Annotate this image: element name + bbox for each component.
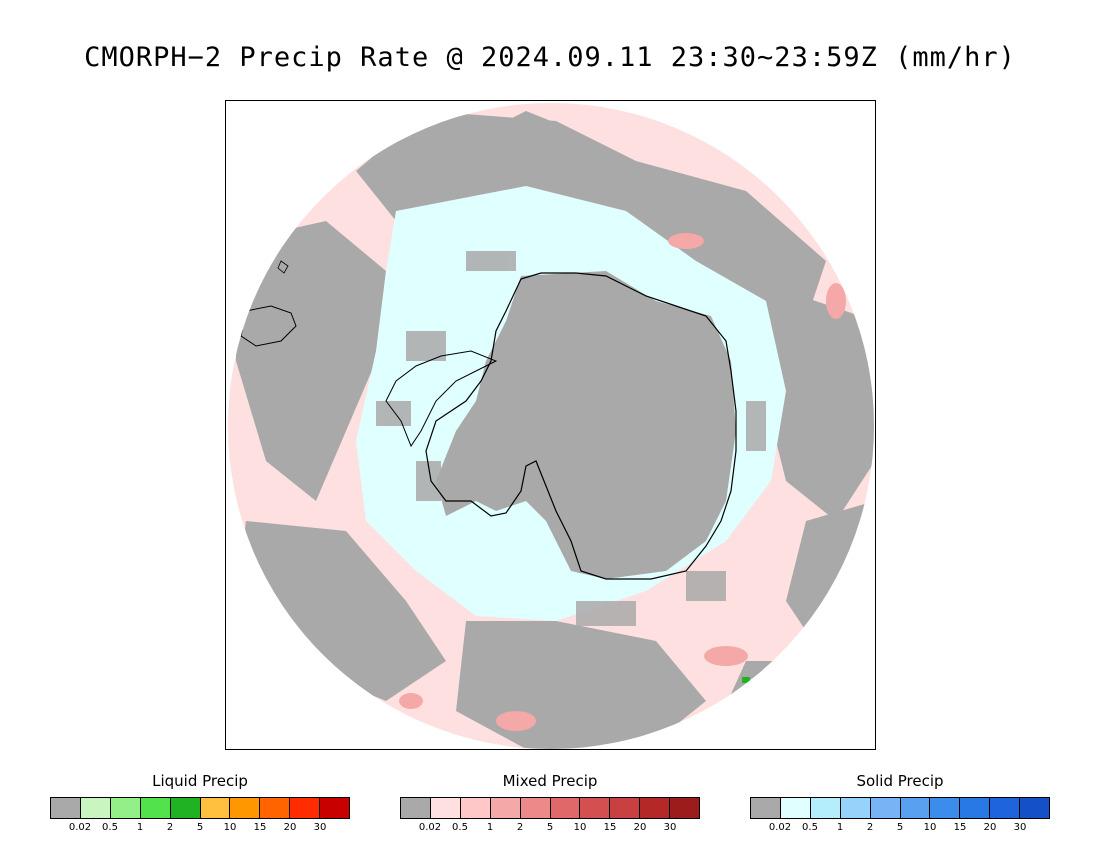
legend-tick: 2 [516,822,524,833]
legend-tick: 0.02 [768,822,792,833]
legend-swatch [550,798,581,818]
speckle [376,251,766,626]
liquid-precip-highlights [742,677,750,683]
legend-swatch [490,798,521,818]
legend-swatch [320,798,350,818]
chart-title: CMORPH−2 Precip Rate @ 2024.09.11 23:30~… [84,42,1016,73]
legend-swatch [990,798,1021,818]
legend-tick: 1 [486,822,494,833]
legend-bar [50,797,350,819]
legend-tick: 20 [983,822,997,833]
south-america-outline [240,305,297,347]
legend-solid: Solid Precip 0.02 0.5 1 2 5 10 15 20 30 [750,770,1050,836]
legend-title: Mixed Precip [502,772,598,790]
legend-tick: 10 [573,822,587,833]
legend-swatch [580,798,611,818]
legend-swatch [900,798,931,818]
antarctica-coastline [425,272,737,580]
legend-tick: 20 [283,822,297,833]
legend-bar [400,797,700,819]
mixed-precip-highlights [399,233,846,731]
legend-swatch [930,798,961,818]
legend-tick: 2 [166,822,174,833]
legend-mixed: Mixed Precip 0.02 0.5 1 2 5 10 15 20 30 [400,770,700,836]
legend-tick: 15 [253,822,267,833]
legend-tick: 5 [546,822,554,833]
legend-tick: 2 [866,822,874,833]
legend-swatch [170,798,201,818]
legend-swatch [1020,798,1050,818]
legend-tick: 0.02 [418,822,442,833]
ice-sheet-gray [436,271,736,579]
legend-swatch [780,798,811,818]
legend-swatch [230,798,261,818]
legend-bar [750,797,1050,819]
legend-tick: 30 [663,822,677,833]
legend-swatch [640,798,671,818]
legend-tick: 10 [223,822,237,833]
legend-swatch [290,798,321,818]
legend-ticks: 0.02 0.5 1 2 5 10 15 20 30 [750,822,1050,836]
legend-title: Solid Precip [856,772,944,790]
legend-tick: 0.5 [802,822,818,833]
legend-tick: 0.02 [68,822,92,833]
legend-swatch [460,798,491,818]
legend-ticks: 0.02 0.5 1 2 5 10 15 20 30 [50,822,350,836]
island-outline [277,260,289,274]
legend-tick: 0.5 [102,822,118,833]
legend-swatch [751,798,781,818]
legend-swatch [810,798,841,818]
legend-tick: 15 [953,822,967,833]
legend-swatch [870,798,901,818]
legend-swatch [520,798,551,818]
legend-tick: 1 [836,822,844,833]
legend-tick: 10 [923,822,937,833]
legend-tick: 30 [313,822,327,833]
legend-swatch [960,798,991,818]
map-canvas [228,103,874,749]
polar-map [225,100,876,750]
legend-tick: 30 [1013,822,1027,833]
legend-swatch [260,798,291,818]
legend-swatch [840,798,871,818]
legend-swatch [51,798,81,818]
legend-title: Liquid Precip [152,772,248,790]
antarctic-peninsula [385,350,498,448]
legend-tick: 15 [603,822,617,833]
legend-swatch [80,798,111,818]
legend-swatch [140,798,171,818]
legend-swatch [110,798,141,818]
legend-tick: 5 [196,822,204,833]
legend-swatch [200,798,231,818]
legend-swatch [610,798,641,818]
legend-tick: 0.5 [452,822,468,833]
legend-tick: 1 [136,822,144,833]
legend-ticks: 0.02 0.5 1 2 5 10 15 20 30 [400,822,700,836]
legend-swatch [670,798,700,818]
legend-tick: 5 [896,822,904,833]
legend-swatch [401,798,431,818]
legend-liquid: Liquid Precip 0.02 0.5 1 2 5 10 15 20 30 [50,770,350,836]
legend-tick: 20 [633,822,647,833]
legend-swatch [430,798,461,818]
